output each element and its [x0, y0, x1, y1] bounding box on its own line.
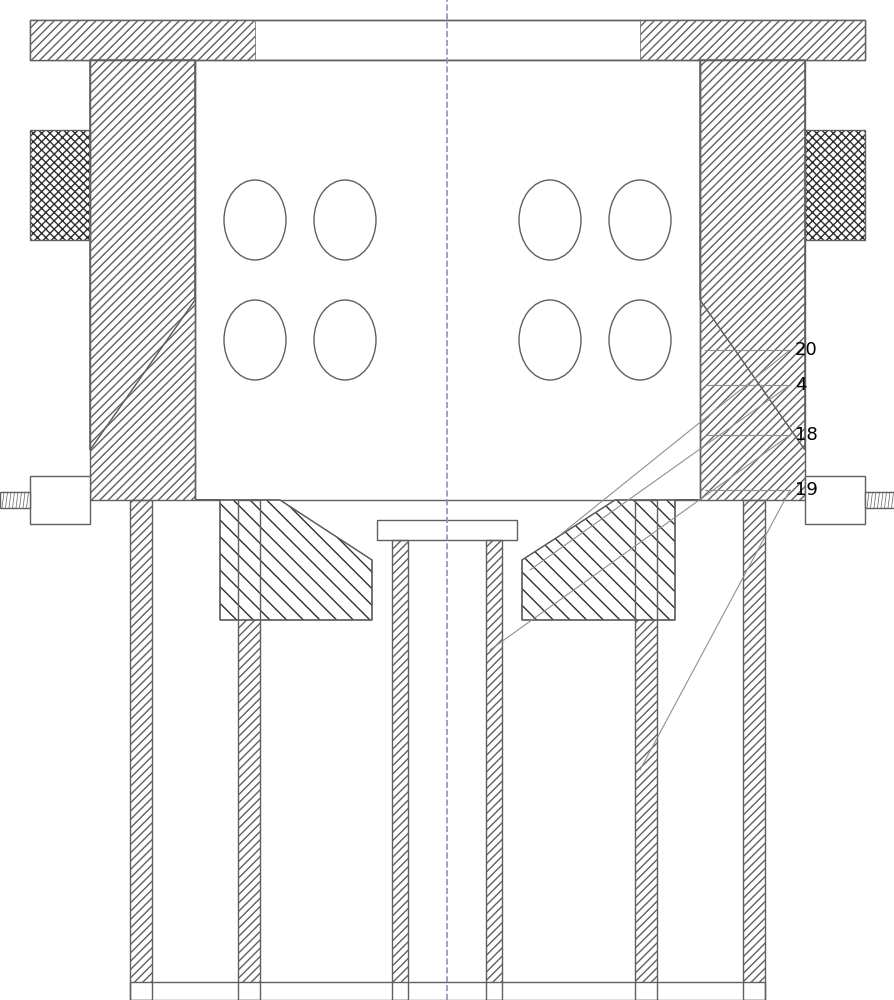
Ellipse shape — [314, 300, 375, 380]
Ellipse shape — [608, 180, 670, 260]
Bar — [90, 60, 195, 500]
Bar — [699, 60, 804, 500]
Bar — [742, 500, 764, 1000]
Bar — [30, 20, 864, 60]
Text: 18: 18 — [794, 426, 817, 444]
Bar — [742, 500, 764, 1000]
Ellipse shape — [314, 180, 375, 260]
Polygon shape — [195, 500, 372, 620]
Bar — [804, 476, 864, 524]
Bar — [260, 500, 634, 1000]
Bar — [30, 130, 90, 240]
Polygon shape — [521, 500, 699, 620]
Bar — [485, 540, 502, 1000]
Text: 4: 4 — [794, 376, 805, 394]
Bar — [804, 130, 864, 240]
Bar — [30, 20, 255, 60]
Bar — [392, 540, 408, 1000]
Bar — [195, 60, 699, 500]
Bar — [699, 60, 804, 500]
Ellipse shape — [224, 180, 286, 260]
Polygon shape — [90, 60, 195, 450]
Bar — [634, 500, 656, 1000]
Bar — [656, 500, 742, 1000]
Bar — [408, 540, 485, 1000]
Bar — [30, 20, 864, 60]
Bar — [634, 500, 656, 1000]
Bar — [0, 492, 30, 508]
Bar — [152, 500, 238, 1000]
Bar — [90, 60, 195, 500]
Bar — [130, 982, 764, 1000]
Bar — [30, 476, 90, 524]
Bar — [392, 540, 408, 1000]
Bar — [130, 500, 152, 1000]
Bar — [376, 520, 517, 540]
Bar — [485, 540, 502, 1000]
Bar — [130, 500, 152, 1000]
Text: 19: 19 — [794, 481, 817, 499]
Bar — [30, 130, 90, 240]
Text: 20: 20 — [794, 341, 817, 359]
Bar — [864, 492, 894, 508]
Ellipse shape — [608, 300, 670, 380]
Ellipse shape — [519, 180, 580, 260]
Ellipse shape — [224, 300, 286, 380]
Bar — [238, 500, 260, 1000]
Polygon shape — [699, 60, 804, 450]
Bar — [804, 130, 864, 240]
Bar — [238, 500, 260, 1000]
Ellipse shape — [519, 300, 580, 380]
Bar — [639, 20, 864, 60]
